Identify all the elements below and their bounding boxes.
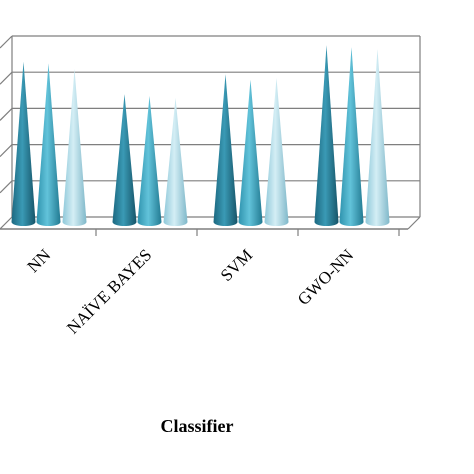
cone-svm-series-1 bbox=[213, 74, 238, 226]
cones bbox=[11, 45, 390, 227]
gridline-side bbox=[0, 71, 13, 85]
cone-na-ve-bayes-series-2 bbox=[137, 95, 162, 226]
cone-gwo-nn-series-2 bbox=[339, 47, 364, 226]
cone-gwo-nn-series-1 bbox=[314, 45, 339, 226]
cone-na-ve-bayes-series-1 bbox=[112, 94, 137, 226]
gridline-side bbox=[0, 35, 13, 49]
cone-svm-series-3 bbox=[264, 77, 289, 227]
category-label: SVM bbox=[217, 245, 256, 284]
cone-nn-series-1 bbox=[11, 61, 36, 226]
chart-floor bbox=[0, 216, 421, 236]
floor-edge bbox=[407, 216, 421, 230]
cone-nn-series-2 bbox=[36, 63, 61, 226]
x-axis-title: Classifier bbox=[161, 416, 234, 436]
gridline-side bbox=[0, 180, 13, 194]
cone-svm-series-2 bbox=[238, 79, 263, 227]
category-label: GWO-NN bbox=[294, 245, 358, 309]
gridline-side bbox=[0, 144, 13, 158]
category-labels: NN NAÏVE BAYES SVM GWO-NN bbox=[24, 245, 358, 337]
category-label: NAÏVE BAYES bbox=[63, 245, 155, 337]
cone-nn-series-3 bbox=[62, 68, 87, 226]
category-label: NN bbox=[24, 245, 55, 276]
cone-na-ve-bayes-series-3 bbox=[163, 97, 188, 226]
gridline-side bbox=[0, 216, 13, 230]
gridline-side bbox=[0, 107, 13, 121]
cone-gwo-nn-series-3 bbox=[365, 48, 390, 226]
